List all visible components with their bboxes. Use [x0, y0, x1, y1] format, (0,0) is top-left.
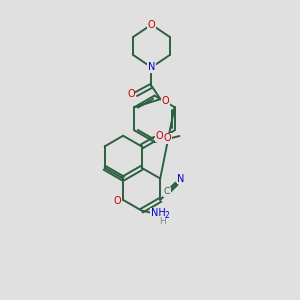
Text: O: O [164, 133, 171, 143]
Text: N: N [178, 174, 185, 184]
Text: N: N [148, 62, 155, 72]
Text: O: O [162, 96, 169, 106]
Text: C: C [164, 188, 170, 196]
Text: H: H [159, 218, 166, 226]
Text: NH: NH [151, 208, 165, 218]
Text: 2: 2 [165, 211, 169, 220]
Text: O: O [156, 131, 164, 141]
Text: O: O [148, 20, 155, 30]
Text: O: O [113, 196, 121, 206]
Text: O: O [127, 89, 135, 99]
